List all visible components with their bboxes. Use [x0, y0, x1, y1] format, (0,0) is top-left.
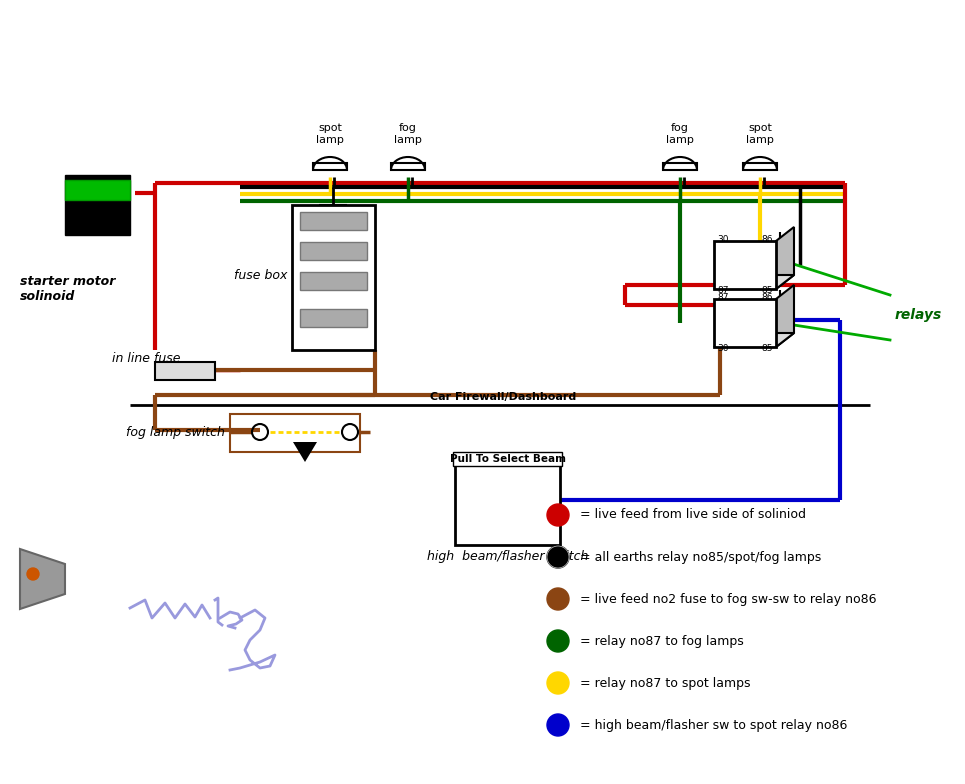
Text: = all earths relay no85/spot/fog lamps: = all earths relay no85/spot/fog lamps	[580, 550, 821, 564]
Text: 30: 30	[717, 235, 729, 244]
Bar	[300, 272, 367, 290]
Bar	[65, 180, 130, 200]
Text: 87: 87	[717, 286, 729, 295]
Bar	[714, 299, 776, 347]
Text: = relay no87 to fog lamps: = relay no87 to fog lamps	[580, 634, 744, 648]
Text: spot
lamp: spot lamp	[746, 123, 774, 145]
Circle shape	[547, 714, 569, 736]
Text: Pull To Select Beam: Pull To Select Beam	[450, 454, 565, 464]
FancyBboxPatch shape	[453, 452, 562, 466]
Bar	[292, 205, 375, 350]
Circle shape	[547, 588, 569, 610]
Bar	[230, 414, 360, 452]
Circle shape	[27, 568, 39, 580]
Text: 87: 87	[717, 293, 729, 302]
Text: 30: 30	[717, 344, 729, 353]
Bar	[300, 242, 367, 260]
Text: starter motor
solinoid: starter motor solinoid	[20, 275, 116, 303]
Bar	[65, 175, 130, 235]
Circle shape	[547, 630, 569, 652]
Text: spot
lamp: spot lamp	[317, 123, 344, 145]
Bar	[663, 163, 697, 170]
Text: fog
lamp: fog lamp	[666, 123, 694, 145]
Polygon shape	[776, 285, 794, 347]
Polygon shape	[776, 227, 794, 289]
Text: high  beam/flasher switch: high beam/flasher switch	[427, 550, 589, 563]
Polygon shape	[714, 333, 794, 347]
Bar	[714, 241, 776, 289]
Bar	[313, 163, 347, 170]
Text: 86: 86	[761, 235, 773, 244]
Text: Car Firewall/Dashboard: Car Firewall/Dashboard	[430, 392, 576, 402]
Bar	[300, 309, 367, 327]
Text: fog lamp switch: fog lamp switch	[126, 426, 225, 438]
Text: fuse box: fuse box	[234, 268, 287, 281]
Bar	[300, 212, 367, 230]
Text: in line fuse: in line fuse	[112, 352, 180, 365]
Text: relays: relays	[895, 308, 942, 322]
Text: = relay no87 to spot lamps: = relay no87 to spot lamps	[580, 677, 751, 689]
Bar	[455, 455, 560, 545]
Text: = live feed from live side of soliniod: = live feed from live side of soliniod	[580, 509, 806, 521]
Bar	[155, 362, 215, 380]
Circle shape	[547, 672, 569, 694]
Polygon shape	[714, 275, 794, 289]
Polygon shape	[293, 442, 317, 462]
Text: 85: 85	[761, 344, 773, 353]
Circle shape	[547, 504, 569, 526]
Text: = live feed no2 fuse to fog sw-sw to relay no86: = live feed no2 fuse to fog sw-sw to rel…	[580, 593, 876, 605]
Text: 86: 86	[761, 293, 773, 302]
Bar	[391, 163, 425, 170]
Text: 85: 85	[761, 286, 773, 295]
Text: fog
lamp: fog lamp	[394, 123, 422, 145]
Text: = high beam/flasher sw to spot relay no86: = high beam/flasher sw to spot relay no8…	[580, 718, 847, 731]
Circle shape	[547, 546, 569, 568]
Bar	[743, 163, 777, 170]
Polygon shape	[20, 549, 65, 609]
